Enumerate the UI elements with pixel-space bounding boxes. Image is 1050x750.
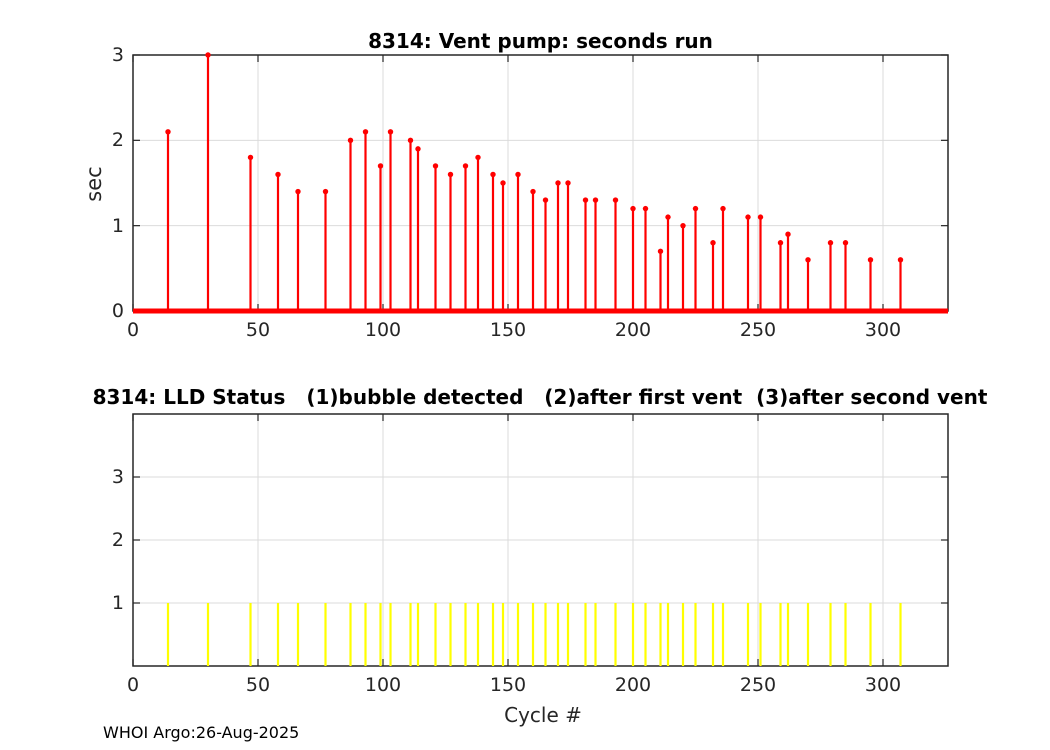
stem-marker xyxy=(275,171,281,178)
y-tick-label: 3 xyxy=(111,466,124,488)
y-tick-label: 1 xyxy=(111,214,124,237)
stem-marker xyxy=(295,188,301,195)
x-tick-label: 50 xyxy=(245,674,271,696)
stem-marker xyxy=(377,163,384,169)
stem-marker xyxy=(785,231,791,237)
axes-box xyxy=(132,54,949,312)
stem-marker xyxy=(630,205,636,212)
stem-marker xyxy=(720,205,726,212)
stem-marker xyxy=(827,240,834,246)
x-tick-label: 0 xyxy=(126,319,140,341)
y-tick-label: 2 xyxy=(111,129,124,152)
stem-marker xyxy=(692,205,699,212)
stem-marker xyxy=(205,52,211,58)
stem-marker xyxy=(777,240,784,246)
stem-marker xyxy=(642,205,649,212)
stem-marker xyxy=(757,214,764,220)
stem-marker xyxy=(362,129,369,135)
stem-marker xyxy=(592,197,599,203)
x-tick-label: 100 xyxy=(364,319,402,341)
y-axis-label-sec: sec xyxy=(82,166,106,202)
stem-marker xyxy=(490,171,496,178)
footer-watermark: WHOI Argo:26-Aug-2025 xyxy=(103,723,300,742)
stem-marker xyxy=(530,188,536,195)
stem-marker xyxy=(165,129,171,135)
x-tick-label: 200 xyxy=(614,674,652,696)
stem-marker xyxy=(322,188,329,195)
stem-marker xyxy=(805,257,811,263)
stem-marker xyxy=(462,163,469,169)
stem-marker xyxy=(897,257,904,263)
top-chart-title: 8314: Vent pump: seconds run xyxy=(368,29,713,53)
stem-marker xyxy=(432,163,439,169)
stem-marker xyxy=(555,180,561,186)
x-tick-label: 200 xyxy=(614,319,652,341)
x-tick-label: 100 xyxy=(364,674,402,696)
stem-marker xyxy=(867,257,874,263)
x-tick-label: 0 xyxy=(126,674,140,696)
x-tick-label: 250 xyxy=(739,674,777,696)
stem-marker xyxy=(500,180,506,186)
stem-marker xyxy=(657,248,664,254)
y-tick-label: 3 xyxy=(111,44,124,66)
x-tick-label: 150 xyxy=(489,319,527,341)
stem-marker xyxy=(347,137,354,144)
stem-marker xyxy=(542,197,549,203)
y-tick-label: 2 xyxy=(111,529,124,551)
y-tick-label: 0 xyxy=(111,300,124,322)
stem-marker xyxy=(515,171,521,178)
stem-marker xyxy=(745,214,751,220)
stem-marker xyxy=(582,197,589,203)
stem-marker xyxy=(247,154,254,161)
stem-marker xyxy=(415,146,421,152)
stem-marker xyxy=(842,240,849,246)
stem-marker xyxy=(475,154,481,161)
stem-marker xyxy=(680,222,686,229)
stem-marker xyxy=(665,214,671,220)
stem-marker xyxy=(447,171,454,178)
stem-marker xyxy=(387,129,394,135)
x-tick-label: 300 xyxy=(864,674,902,696)
stem-marker xyxy=(710,240,716,246)
x-tick-label: 50 xyxy=(245,319,271,341)
y-tick-label: 1 xyxy=(111,592,124,614)
x-tick-label: 300 xyxy=(864,319,902,341)
x-axis-label-cycle: Cycle # xyxy=(504,703,582,727)
stem-marker xyxy=(565,180,571,186)
x-tick-label: 250 xyxy=(739,319,777,341)
x-tick-label: 150 xyxy=(489,674,527,696)
stem-marker xyxy=(612,197,619,203)
stem-marker xyxy=(407,137,414,144)
bottom-chart-title: 8314: LLD Status (1)bubble detected (2)a… xyxy=(92,385,988,409)
